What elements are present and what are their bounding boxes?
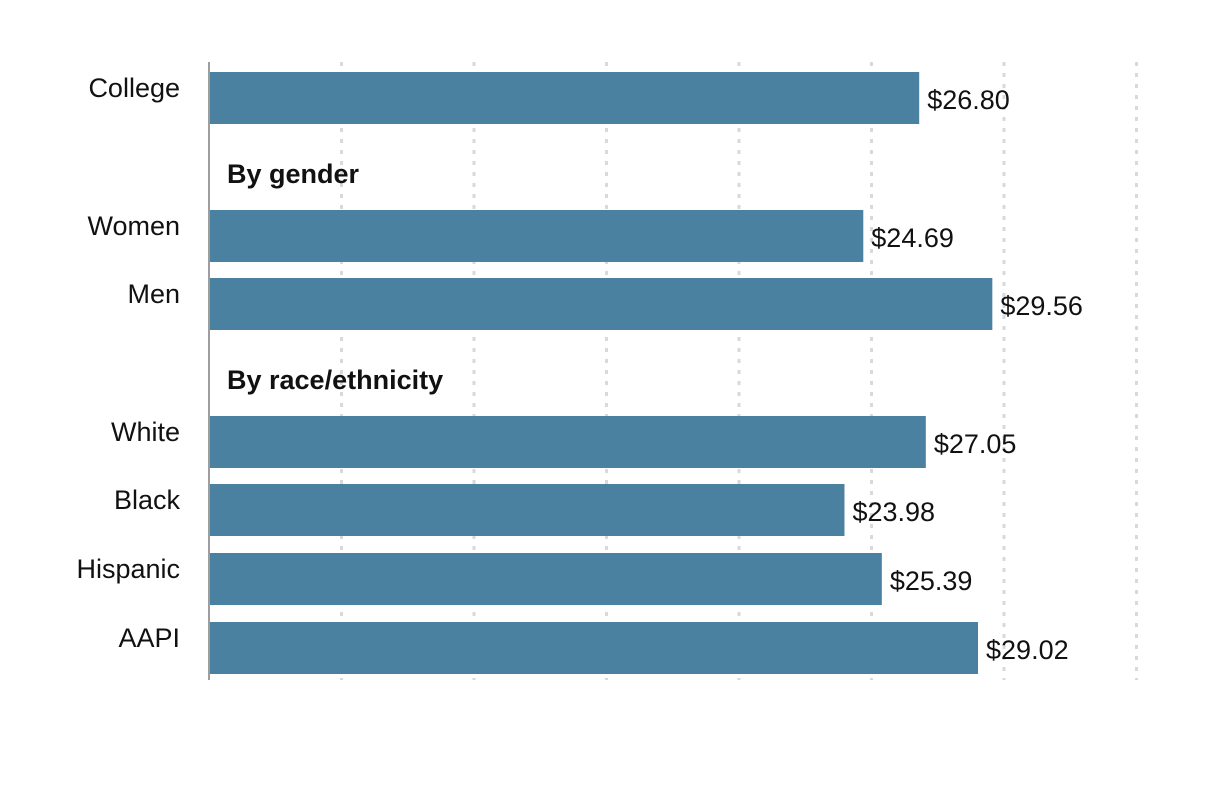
group-header-label: By race/ethnicity [227,365,443,395]
category-label: Hispanic [76,554,180,584]
data-label: $27.05 [934,429,1017,459]
category-label: White [111,417,180,447]
group-header-label: By gender [227,159,360,189]
data-label: $25.39 [890,566,973,596]
bar-white [209,416,926,468]
data-label: $24.69 [871,223,954,253]
category-label: Women [87,211,180,241]
category-label: Black [114,485,181,515]
data-label: $23.98 [852,497,935,527]
bar-black [209,484,845,536]
bar-men [209,278,993,330]
data-label: $29.02 [986,635,1069,665]
data-label: $26.80 [927,85,1010,115]
bar-college [209,72,920,124]
bar-women [209,210,864,262]
bar-hispanic [209,553,882,605]
category-label: Men [127,279,180,309]
bar-aapi [209,622,979,674]
category-label: AAPI [118,623,180,653]
category-label: College [88,73,180,103]
data-label: $29.56 [1000,291,1083,321]
